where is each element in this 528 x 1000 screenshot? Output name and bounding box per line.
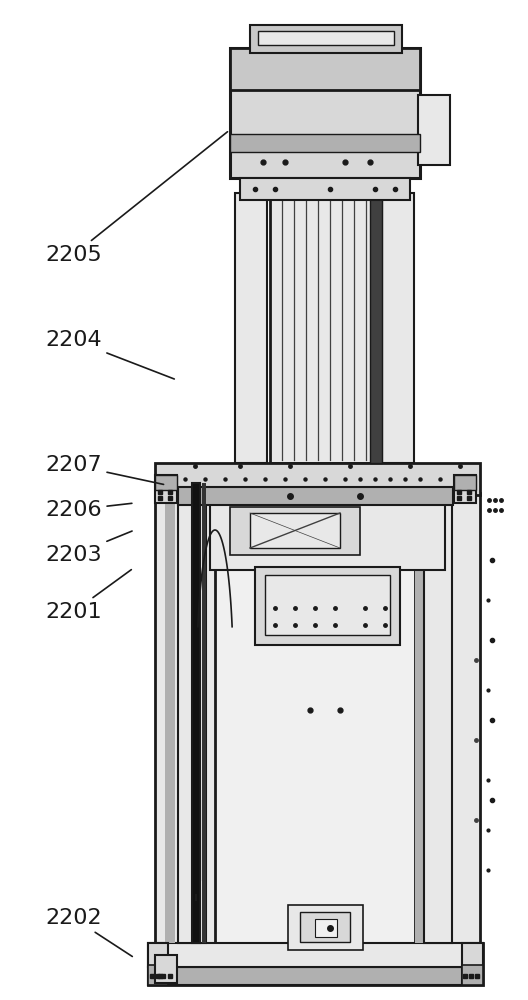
Bar (148, 943, 483, 985)
Bar (155, 475, 177, 503)
Bar (462, 965, 483, 985)
Bar (418, 95, 450, 165)
Bar (210, 500, 445, 570)
Text: 2201: 2201 (45, 570, 131, 622)
Text: 2206: 2206 (45, 500, 132, 520)
Bar (454, 475, 476, 503)
Text: 2204: 2204 (45, 330, 174, 379)
Bar (240, 178, 410, 200)
Bar (315, 919, 337, 937)
Bar (300, 912, 350, 942)
Bar (148, 943, 483, 967)
Text: 2205: 2205 (45, 132, 228, 265)
Bar (270, 193, 380, 463)
Bar (415, 493, 480, 943)
Bar (250, 25, 402, 53)
Bar (265, 575, 390, 635)
Bar (192, 483, 200, 943)
Bar (178, 493, 206, 943)
Bar (155, 493, 215, 943)
Bar (454, 475, 476, 490)
Bar (230, 48, 420, 90)
Bar (415, 493, 430, 943)
Bar (230, 507, 360, 555)
Bar (235, 193, 267, 463)
Bar (424, 493, 452, 943)
Text: 2202: 2202 (45, 908, 133, 956)
Bar (258, 31, 394, 45)
Bar (148, 943, 168, 985)
Bar (370, 193, 382, 463)
Bar (462, 943, 483, 985)
Bar (250, 513, 340, 548)
Bar (148, 965, 168, 985)
Text: 2203: 2203 (45, 531, 132, 565)
Text: 2207: 2207 (45, 455, 164, 484)
Bar (255, 567, 400, 645)
Bar (202, 483, 206, 943)
Bar (178, 487, 453, 505)
Bar (155, 475, 177, 490)
Bar (165, 493, 175, 943)
Bar (230, 48, 420, 178)
Bar (155, 955, 177, 983)
Bar (230, 134, 420, 152)
Bar (148, 967, 483, 985)
Bar (288, 905, 363, 950)
Bar (175, 493, 455, 943)
Bar (155, 463, 480, 495)
Bar (382, 193, 414, 463)
